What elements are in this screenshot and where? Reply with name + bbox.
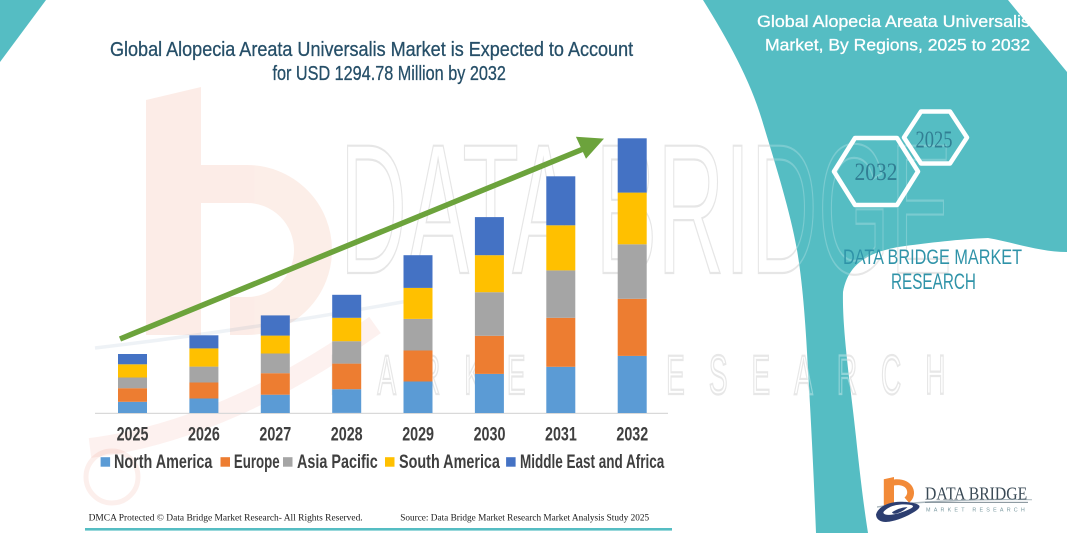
svg-text:2028: 2028 xyxy=(331,424,363,446)
svg-text:DATA BRIDGE: DATA BRIDGE xyxy=(925,484,1027,504)
svg-text:Asia Pacific: Asia Pacific xyxy=(297,451,378,472)
svg-text:2026: 2026 xyxy=(188,424,220,446)
svg-text:2030: 2030 xyxy=(474,424,506,446)
svg-text:Source: Data Bridge Market Res: Source: Data Bridge Market Research Mark… xyxy=(400,513,649,523)
svg-text:Global Alopecia Areata Univers: Global Alopecia Areata Universalis xyxy=(757,12,1030,31)
svg-text:Market, By Regions, 2025 to 20: Market, By Regions, 2025 to 2032 xyxy=(765,35,1030,55)
svg-text:North America: North America xyxy=(114,451,213,472)
svg-text:DATA BRIDGE MARKET: DATA BRIDGE MARKET xyxy=(843,246,1022,270)
svg-text:South America: South America xyxy=(399,451,500,472)
svg-text:Global Alopecia Areata Univers: Global Alopecia Areata Universalis Marke… xyxy=(110,38,634,61)
svg-text:2029: 2029 xyxy=(402,424,434,446)
svg-text:MARKET RESEARCH: MARKET RESEARCH xyxy=(926,507,1028,513)
svg-text:2027: 2027 xyxy=(259,424,291,446)
svg-text:2032: 2032 xyxy=(616,424,648,446)
svg-text:Middle East and Africa: Middle East and Africa xyxy=(520,452,665,473)
svg-text:RESEARCH: RESEARCH xyxy=(891,270,976,294)
svg-text:2031: 2031 xyxy=(545,424,577,446)
svg-text:DMCA Protected © Data Bridge M: DMCA Protected © Data Bridge Market Rese… xyxy=(89,512,363,523)
svg-text:for USD 1294.78 Million by 203: for USD 1294.78 Million by 2032 xyxy=(273,61,506,84)
svg-text:2025: 2025 xyxy=(916,126,953,153)
svg-text:2032: 2032 xyxy=(855,159,898,187)
svg-text:2025: 2025 xyxy=(117,424,149,446)
svg-text:Europe: Europe xyxy=(234,452,280,473)
